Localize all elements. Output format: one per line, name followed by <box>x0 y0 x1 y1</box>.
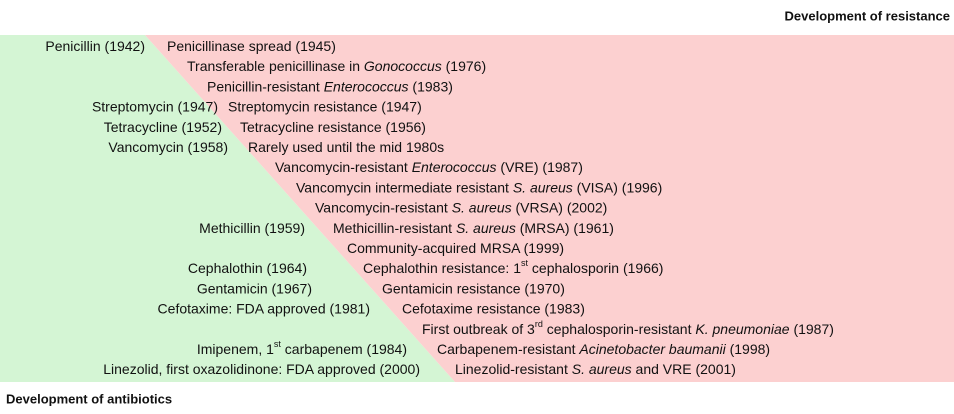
text-part: Vancomycin-resistant <box>275 159 412 175</box>
antibiotic-entry: Methicillin (1959) <box>199 220 305 236</box>
text-part: Gentamicin resistance (1970) <box>382 280 565 296</box>
antibiotic-entry: Penicillin (1942) <box>45 38 145 54</box>
text-part: Enterococcus <box>324 78 409 94</box>
text-part: (VISA) (1996) <box>573 179 662 195</box>
resistance-entry: Rarely used until the mid 1980s <box>248 139 444 155</box>
text-part: K. pneumoniae <box>695 321 789 337</box>
antibiotic-entry: Cephalothin (1964) <box>188 260 307 276</box>
text-part: Tetracycline (1952) <box>104 119 222 135</box>
resistance-entry: First outbreak of 3rd cephalosporin-resi… <box>422 319 834 336</box>
text-part: Transferable penicillinase in <box>187 58 364 74</box>
text-part: Methicillin-resistant <box>333 220 456 236</box>
text-part: st <box>274 339 282 349</box>
text-part: First outbreak of 3 <box>422 321 535 337</box>
text-part: Vancomycin (1958) <box>108 139 228 155</box>
text-part: Cefotaxime resistance (1983) <box>402 300 585 316</box>
text-part: S. aureus <box>513 179 573 195</box>
text-part: Vancomycin intermediate resistant <box>296 179 513 195</box>
antibiotic-entry: Vancomycin (1958) <box>108 139 228 155</box>
text-part: Streptomycin (1947) <box>92 98 218 114</box>
text-part: Penicillin (1942) <box>45 38 145 54</box>
text-part: Rarely used until the mid 1980s <box>248 139 444 155</box>
text-part: (1976) <box>442 58 486 74</box>
text-part: S. aureus <box>456 220 516 236</box>
resistance-entry: Vancomycin-resistant S. aureus (VRSA) (2… <box>315 199 607 215</box>
resistance-entry: Cephalothin resistance: 1st cephalospori… <box>363 259 663 276</box>
text-part: Penicillinase spread (1945) <box>167 38 336 54</box>
text-part: S. aureus <box>572 361 632 377</box>
text-part: Cefotaxime: FDA approved (1981) <box>158 300 370 316</box>
text-part: Enterococcus <box>412 159 497 175</box>
text-part: (1987) <box>790 321 834 337</box>
text-part: cephalosporin (1966) <box>528 260 663 276</box>
text-part: carbapenem (1984) <box>281 341 407 357</box>
antibiotic-entry: Gentamicin (1967) <box>197 280 312 296</box>
resistance-entry: Cefotaxime resistance (1983) <box>402 300 585 316</box>
resistance-region <box>145 35 954 382</box>
resistance-entry: Tetracycline resistance (1956) <box>240 119 426 135</box>
text-part: (1998) <box>726 341 770 357</box>
resistance-title: Development of resistance <box>785 8 950 23</box>
text-part: Cephalothin resistance: 1 <box>363 260 521 276</box>
antibiotic-entry: Tetracycline (1952) <box>104 119 222 135</box>
text-part: st <box>521 259 529 269</box>
resistance-entry: Carbapenem-resistant Acinetobacter bauma… <box>437 341 770 357</box>
text-part: Acinetobacter baumanii <box>578 341 726 357</box>
text-part: Methicillin (1959) <box>199 220 305 236</box>
resistance-entry: Vancomycin intermediate resistant S. aur… <box>296 179 662 195</box>
antibiotics-region <box>0 35 455 382</box>
text-part: Penicillin-resistant <box>207 78 324 94</box>
antibiotic-entry: Linezolid, first oxazolidinone: FDA appr… <box>103 361 420 377</box>
text-part: Imipenem, 1 <box>197 341 274 357</box>
text-part: Carbapenem-resistant <box>437 341 579 357</box>
text-part: (MRSA) (1961) <box>516 220 614 236</box>
text-part: Community-acquired MRSA (1999) <box>347 240 564 256</box>
resistance-entry: Methicillin-resistant S. aureus (MRSA) (… <box>333 220 614 236</box>
resistance-entry: Streptomycin resistance (1947) <box>228 98 422 114</box>
resistance-entry: Community-acquired MRSA (1999) <box>347 240 564 256</box>
text-part: Linezolid-resistant <box>455 361 572 377</box>
text-part: and VRE (2001) <box>632 361 736 377</box>
text-part: Cephalothin (1964) <box>188 260 307 276</box>
resistance-entry: Gentamicin resistance (1970) <box>382 280 565 296</box>
text-part: Gonococcus <box>364 58 442 74</box>
text-part: (VRSA) (2002) <box>512 199 608 215</box>
text-part: rd <box>535 319 543 329</box>
text-part: cephalosporin-resistant <box>543 321 696 337</box>
text-part: Linezolid, first oxazolidinone: FDA appr… <box>103 361 420 377</box>
text-part: Gentamicin (1967) <box>197 280 312 296</box>
resistance-entry: Transferable penicillinase in Gonococcus… <box>187 58 486 74</box>
text-part: (VRE) (1987) <box>497 159 583 175</box>
text-part: Tetracycline resistance (1956) <box>240 119 426 135</box>
antibiotic-entry: Streptomycin (1947) <box>92 98 218 114</box>
text-part: (1983) <box>409 78 453 94</box>
resistance-entry: Vancomycin-resistant Enterococcus (VRE) … <box>275 159 583 175</box>
resistance-entry: Penicillinase spread (1945) <box>167 38 336 54</box>
text-part: Streptomycin resistance (1947) <box>228 98 422 114</box>
text-part: S. aureus <box>452 199 512 215</box>
resistance-entry: Linezolid-resistant S. aureus and VRE (2… <box>455 361 736 377</box>
antibiotic-entry: Cefotaxime: FDA approved (1981) <box>158 300 370 316</box>
text-part: Vancomycin-resistant <box>315 199 452 215</box>
resistance-entry: Penicillin-resistant Enterococcus (1983) <box>207 78 453 94</box>
antibiotic-entry: Imipenem, 1st carbapenem (1984) <box>197 339 407 356</box>
antibiotics-title: Development of antibiotics <box>6 391 172 406</box>
